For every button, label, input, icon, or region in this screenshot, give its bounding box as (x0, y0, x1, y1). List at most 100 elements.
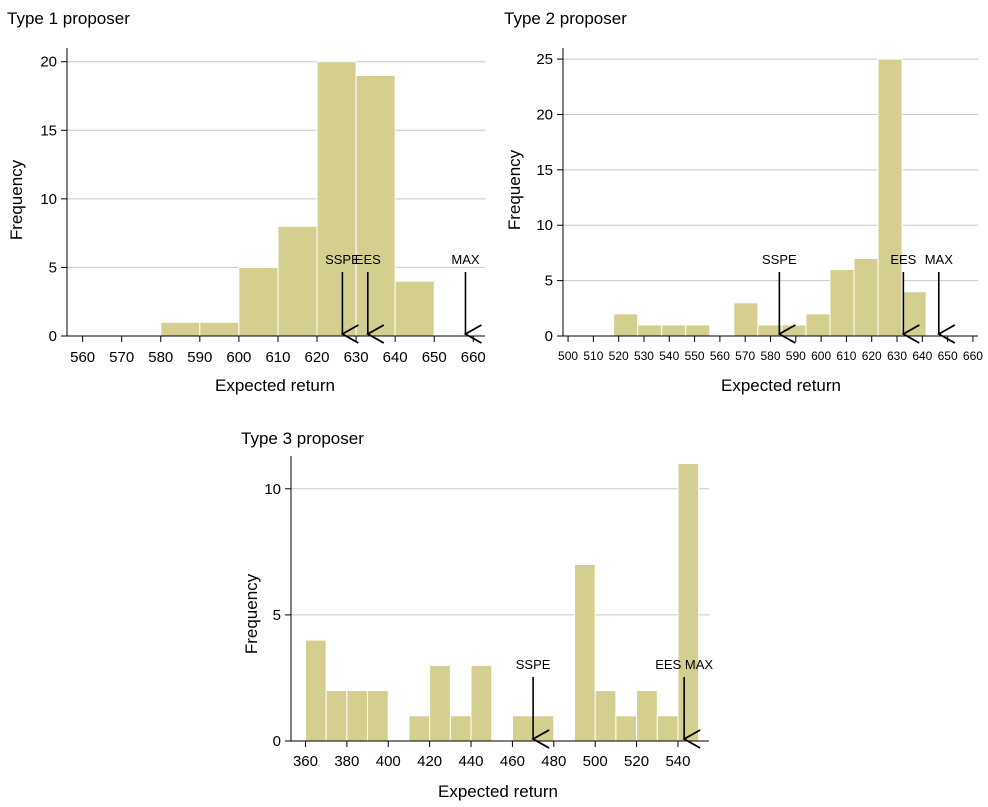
x-tick-label: 420 (417, 753, 442, 770)
histogram-bar (429, 664, 451, 742)
histogram-bar (733, 302, 759, 337)
y-tick-label: 15 (536, 162, 553, 179)
panel-title: Type 2 proposer (504, 9, 627, 28)
x-tick-label: 550 (685, 349, 705, 363)
histogram-bar (325, 690, 348, 742)
histogram-bar (277, 225, 318, 337)
x-tick-label: 610 (265, 349, 290, 366)
y-axis-title: Frequency (242, 573, 261, 654)
y-tick-label: 20 (40, 54, 57, 71)
histogram-bar (685, 324, 711, 337)
panel-type1: Type 1 proposer Frequency Expected retur… (7, 9, 486, 395)
histogram-bar (594, 690, 617, 742)
histogram-bar (573, 563, 596, 742)
histogram-bar (853, 257, 879, 337)
y-tick-label: 5 (49, 259, 57, 276)
histogram-bar (304, 639, 327, 742)
y-tick-label: 15 (40, 122, 57, 139)
panel-title: Type 3 proposer (241, 429, 364, 448)
x-tick-label: 400 (376, 753, 401, 770)
histogram-bar (449, 715, 472, 742)
x-tick-label: 520 (624, 753, 649, 770)
histogram-bar (661, 324, 687, 337)
histogram-bar (613, 313, 639, 337)
y-tick-label: 10 (536, 217, 553, 234)
histogram-bar (394, 280, 435, 337)
x-tick-label: 540 (659, 349, 679, 363)
x-tick-label: 560 (70, 349, 95, 366)
histogram-bar (532, 715, 555, 742)
x-tick-label: 510 (583, 349, 603, 363)
y-tick-label: 20 (536, 106, 553, 123)
histogram-bar (901, 291, 927, 337)
x-tick-label: 620 (305, 349, 330, 366)
x-tick-label: 650 (422, 349, 447, 366)
y-tick-label: 10 (40, 191, 57, 208)
annotation-label: SSPE (516, 657, 551, 672)
x-tick-label: 580 (760, 349, 780, 363)
x-tick-label: 590 (187, 349, 212, 366)
y-tick-label: 5 (545, 273, 553, 290)
histogram-bar (805, 313, 831, 337)
annotation-label: MAX (925, 252, 954, 267)
annotation-label: MAX (451, 252, 480, 267)
x-tick-label: 610 (836, 349, 856, 363)
x-axis-title: Expected return (721, 376, 841, 395)
histogram-bar (367, 690, 389, 742)
x-tick-label: 660 (963, 349, 983, 363)
x-tick-label: 640 (383, 349, 408, 366)
histogram-bar (677, 463, 700, 742)
histogram-bar (355, 74, 396, 337)
histogram-bar (316, 61, 357, 337)
x-tick-label: 440 (459, 753, 484, 770)
histogram-bar (511, 715, 534, 742)
histogram-bar (346, 690, 369, 742)
histogram-bar (877, 58, 903, 337)
histogram-bar (199, 321, 240, 337)
histogram-bar (636, 690, 658, 742)
x-tick-label: 480 (541, 753, 566, 770)
x-tick-label: 360 (293, 753, 318, 770)
panel-type3: Type 3 proposer Frequency Expected retur… (241, 429, 713, 801)
annotation-label: EES (355, 252, 381, 267)
histogram-bar (238, 266, 279, 337)
x-tick-label: 600 (811, 349, 831, 363)
x-tick-label: 600 (226, 349, 251, 366)
x-tick-label: 530 (634, 349, 654, 363)
y-tick-label: 0 (273, 733, 281, 750)
x-tick-label: 570 (735, 349, 755, 363)
x-tick-label: 570 (109, 349, 134, 366)
x-tick-label: 660 (461, 349, 486, 366)
x-tick-label: 580 (148, 349, 173, 366)
y-tick-label: 5 (273, 607, 281, 624)
annotation-label: SSPE (762, 252, 797, 267)
x-tick-label: 380 (334, 753, 359, 770)
x-tick-label: 620 (862, 349, 882, 363)
x-tick-label: 640 (912, 349, 932, 363)
x-tick-label: 590 (786, 349, 806, 363)
x-tick-label: 650 (938, 349, 958, 363)
annotation-label: EES (890, 252, 916, 267)
histogram-bar (757, 324, 783, 337)
y-axis-title: Frequency (7, 159, 26, 240)
y-tick-label: 0 (49, 328, 57, 345)
y-tick-label: 10 (264, 481, 281, 498)
plot-area: 0 5 10 15 20 560 570 580 590 600 610 620 630 640 650 66… (40, 48, 486, 366)
histogram-bar (470, 664, 493, 742)
plot-area: 0 5 10 360 380 400 420 440 460 480 500 520 540 SSPE EE… (264, 456, 713, 770)
y-tick-label: 0 (545, 328, 553, 345)
histogram-bar (160, 321, 201, 337)
panel-type2: Type 2 proposer Frequency Expected retur… (504, 9, 983, 395)
histogram-bar (615, 715, 638, 742)
x-axis-title: Expected return (438, 782, 558, 801)
annotation-label: EES MAX (655, 657, 713, 672)
x-tick-label: 460 (500, 753, 525, 770)
histogram-bar (829, 269, 855, 337)
histogram-bar (656, 715, 679, 742)
x-tick-label: 540 (665, 753, 690, 770)
x-tick-label: 630 (887, 349, 907, 363)
x-tick-label: 560 (710, 349, 730, 363)
histogram-bar (781, 324, 807, 337)
